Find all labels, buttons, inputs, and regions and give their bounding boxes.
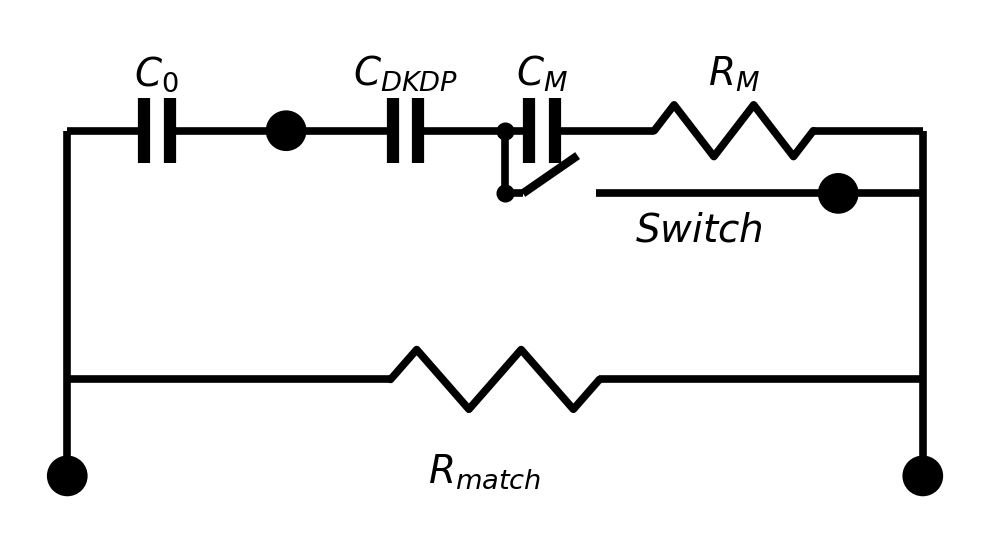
Text: $\mathbf{\mathit{Switch}}$: $\mathbf{\mathit{Switch}}$ [635,211,763,249]
Circle shape [821,177,855,210]
Circle shape [906,459,940,493]
Text: $\mathbf{\mathit{C_M}}$: $\mathbf{\mathit{C_M}}$ [516,54,568,94]
Text: $\mathbf{\mathit{R_M}}$: $\mathbf{\mathit{R_M}}$ [708,55,760,94]
Circle shape [269,114,303,148]
Text: $\mathbf{\mathit{R_{match}}}$: $\mathbf{\mathit{R_{match}}}$ [428,453,542,491]
Text: $\mathbf{\mathit{C_0}}$: $\mathbf{\mathit{C_0}}$ [134,54,179,94]
Text: $\mathbf{\mathit{C_{DKDP}}}$: $\mathbf{\mathit{C_{DKDP}}}$ [353,54,458,94]
Circle shape [50,459,84,493]
